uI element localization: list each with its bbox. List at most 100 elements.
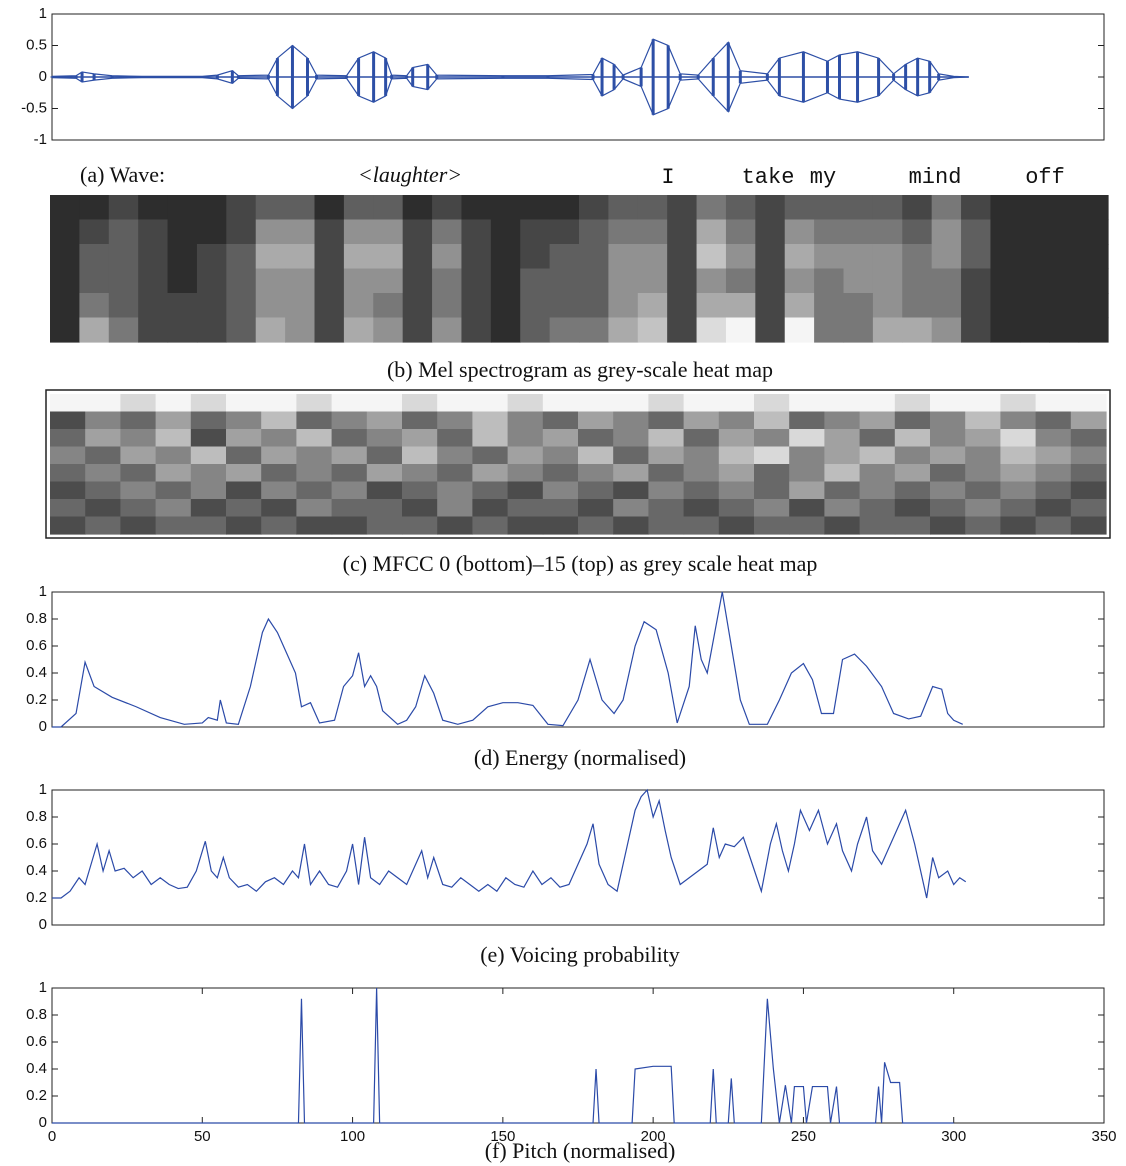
heat-cell <box>648 411 685 430</box>
heat-cell <box>542 464 579 483</box>
heat-cell <box>683 516 720 535</box>
heat-cell <box>85 516 121 535</box>
heat-cell <box>1000 394 1037 413</box>
heat-cell <box>1035 446 1072 465</box>
annotation: my <box>810 165 836 190</box>
heat-cell <box>261 446 297 465</box>
annotation: I <box>661 165 674 190</box>
heat-cell <box>314 244 345 270</box>
heat-cell <box>255 268 286 294</box>
heat-cell <box>472 516 509 535</box>
heat-cell <box>542 411 579 430</box>
heat-cell <box>296 499 333 518</box>
heat-cell <box>1070 481 1107 500</box>
y-tick-label: 0 <box>39 1114 47 1131</box>
heat-cell <box>190 394 227 413</box>
heat-cell <box>696 195 727 221</box>
heat-cell <box>507 429 544 448</box>
heat-cell <box>754 464 790 483</box>
heat-cell <box>894 429 931 448</box>
heat-cell <box>1070 394 1107 413</box>
heat-cell <box>108 195 139 221</box>
heat-cell <box>965 411 1001 430</box>
heat-cell <box>373 244 404 270</box>
heat-cell <box>1035 464 1072 483</box>
heat-cell <box>402 317 433 343</box>
heat-cell <box>755 195 786 221</box>
heat-cell <box>196 317 227 343</box>
heat-cell <box>872 317 903 343</box>
heat-cell <box>648 464 685 483</box>
heat-cell <box>608 268 639 294</box>
heat-cell <box>155 446 192 465</box>
heat-cell <box>789 481 825 500</box>
heat-cell <box>843 219 874 245</box>
axes-box <box>51 591 1105 728</box>
panel-caption: (c) MFCC 0 (bottom)–15 (top) as grey sca… <box>343 551 818 576</box>
heat-cell <box>167 219 198 245</box>
heat-cell <box>1070 429 1107 448</box>
heat-cell <box>542 394 579 413</box>
heat-cell <box>432 317 463 343</box>
heat-cell <box>296 394 333 413</box>
heat-cell <box>725 219 756 245</box>
heat-cell <box>331 516 368 535</box>
heat-cell <box>285 195 316 221</box>
heat-cell <box>637 195 668 221</box>
heat-cell <box>520 244 551 270</box>
heat-cell <box>373 219 404 245</box>
heat-cell <box>1070 516 1107 535</box>
heat-cell <box>507 481 544 500</box>
heat-cell <box>138 293 169 319</box>
heat-cell <box>120 516 157 535</box>
heat-cell <box>226 499 262 518</box>
heat-cell <box>85 481 121 500</box>
heat-cell <box>1019 195 1050 221</box>
heat-cell <box>432 268 463 294</box>
heat-cell <box>520 317 551 343</box>
heat-cell <box>725 293 756 319</box>
heat-cell <box>138 195 169 221</box>
heat-cell <box>931 268 962 294</box>
x-tick-label: 100 <box>340 1128 365 1145</box>
heat-cell <box>683 481 720 500</box>
heat-cell <box>120 446 157 465</box>
y-tick-label: 0.6 <box>26 1033 47 1050</box>
panel-caption: (e) Voicing probability <box>480 942 680 967</box>
y-tick-label: 1 <box>39 979 47 996</box>
heat-cell <box>755 317 786 343</box>
heat-cell <box>859 446 896 465</box>
heat-cell <box>366 481 403 500</box>
heat-cell <box>667 268 698 294</box>
heat-cell <box>789 446 825 465</box>
heat-cell <box>120 499 157 518</box>
heat-cell <box>196 219 227 245</box>
x-tick-label: 0 <box>48 1128 56 1145</box>
panel-caption: (d) Energy (normalised) <box>474 745 686 770</box>
y-tick-label: 0.4 <box>26 862 47 879</box>
heat-cell <box>255 293 286 319</box>
heat-cell <box>667 195 698 221</box>
heat-cell <box>85 411 121 430</box>
heat-cell <box>285 244 316 270</box>
heat-cell <box>226 244 257 270</box>
heat-cell <box>331 464 368 483</box>
heat-cell <box>902 219 933 245</box>
panel-caption: (b) Mel spectrogram as grey-scale heat m… <box>387 357 773 382</box>
heat-cell <box>961 268 992 294</box>
heat-cell <box>894 464 931 483</box>
heat-cell <box>296 411 333 430</box>
heat-cell <box>1019 317 1050 343</box>
heat-cell <box>789 464 825 483</box>
heat-cell <box>490 195 521 221</box>
heat-cell <box>285 317 316 343</box>
heat-cell <box>1019 219 1050 245</box>
heat-cell <box>366 464 403 483</box>
heat-cell <box>872 219 903 245</box>
heat-cell <box>108 268 139 294</box>
heat-cell <box>872 268 903 294</box>
heat-cell <box>637 268 668 294</box>
heat-cell <box>226 219 257 245</box>
heat-cell <box>226 293 257 319</box>
heat-cell <box>507 446 544 465</box>
